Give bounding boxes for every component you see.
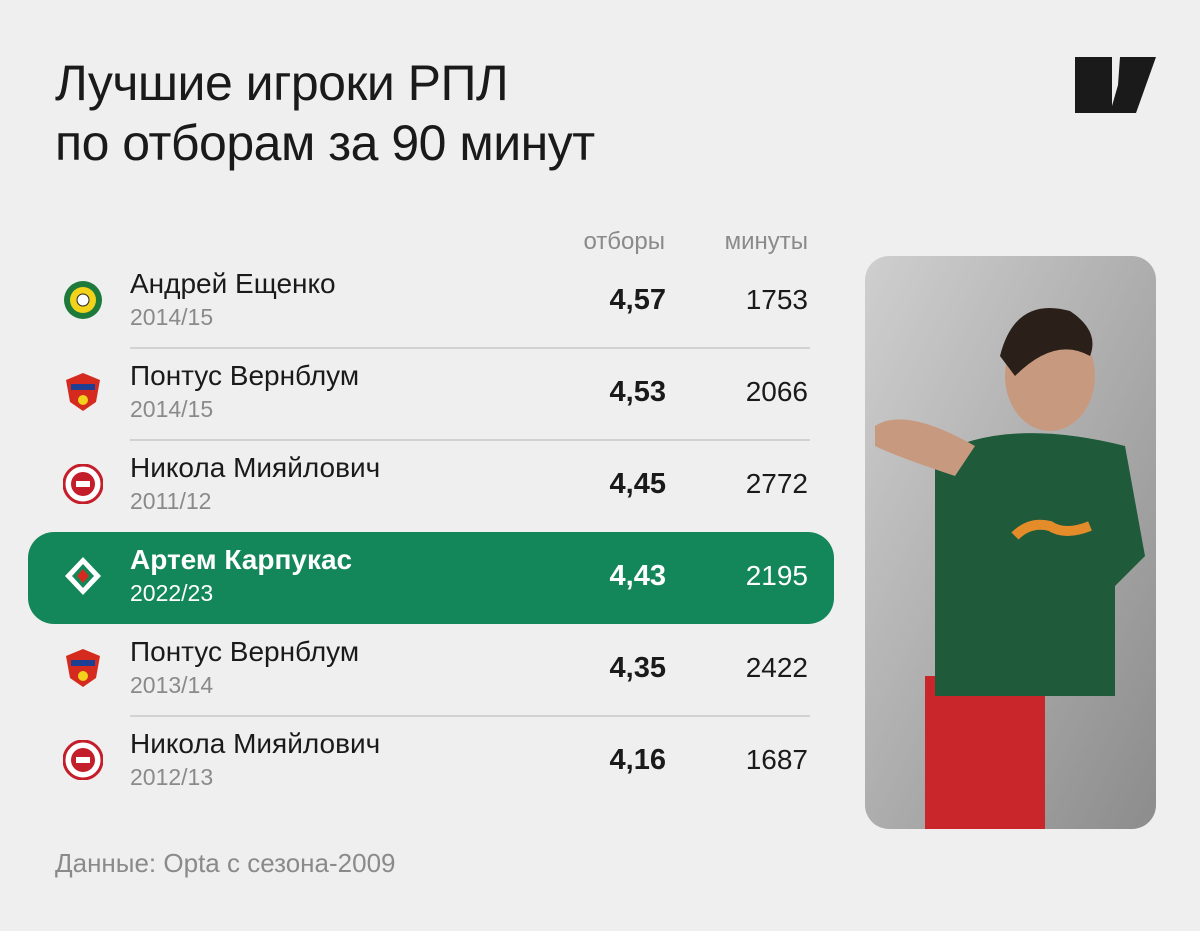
season: 2022/23	[130, 580, 214, 606]
minutes-value: 1687	[745, 744, 808, 775]
minutes-value: 2772	[745, 468, 808, 499]
minutes-value: 2066	[745, 376, 808, 407]
logo	[1075, 57, 1156, 113]
column-header: отборы	[583, 228, 665, 255]
player-name: Никола Мияйлович	[130, 452, 381, 483]
season: 2011/12	[130, 488, 212, 514]
row-separator	[130, 715, 810, 717]
table-row: Понтус Вернблум 2014/15 4,53 2066	[28, 348, 834, 440]
table-row: Понтус Вернблум 2013/14 4,35 2422	[28, 624, 834, 716]
season: 2014/15	[130, 304, 214, 330]
tackles-value: 4,43	[609, 560, 666, 592]
table-row: Никола Мияйлович 2011/12 4,45 2772	[28, 440, 834, 532]
title-line: по отборам за 90 минут	[55, 115, 595, 171]
club-logo	[66, 649, 100, 687]
tackles-value: 4,45	[609, 468, 666, 500]
club-logo	[66, 373, 100, 411]
table-row: Никола Мияйлович 2012/13 4,16 1687	[28, 716, 834, 808]
club-logo	[63, 464, 103, 504]
club-logo	[63, 740, 103, 780]
club-logo	[64, 281, 102, 319]
player-name: Артем Карпукас	[130, 544, 353, 575]
tackles-value: 4,35	[609, 652, 666, 684]
season: 2012/13	[130, 764, 214, 790]
minutes-value: 2422	[745, 652, 808, 683]
player-name: Андрей Ещенко	[130, 268, 336, 299]
minutes-value: 1753	[745, 284, 808, 315]
season: 2013/14	[130, 672, 214, 698]
title-line: Лучшие игроки РПЛ	[55, 55, 509, 111]
player-name: Понтус Вернблум	[130, 360, 360, 391]
tackles-value: 4,16	[609, 744, 666, 776]
tackles-value: 4,57	[609, 284, 666, 316]
season: 2014/15	[130, 396, 214, 422]
source-note: Данные: Opta с сезона-2009	[55, 848, 396, 878]
table-row: Артем Карпукас 2022/23 4,43 2195	[28, 532, 834, 624]
tackles-value: 4,53	[609, 376, 666, 408]
table-row: Андрей Ещенко 2014/15 4,57 1753	[28, 256, 834, 348]
row-separator	[130, 439, 810, 441]
minutes-value: 2195	[745, 560, 808, 591]
player-name: Никола Мияйлович	[130, 728, 381, 759]
row-separator	[130, 347, 810, 349]
club-logo	[65, 557, 101, 595]
player-photo	[865, 256, 1156, 829]
column-header: минуты	[724, 228, 808, 255]
player-name: Понтус Вернблум	[130, 636, 360, 667]
